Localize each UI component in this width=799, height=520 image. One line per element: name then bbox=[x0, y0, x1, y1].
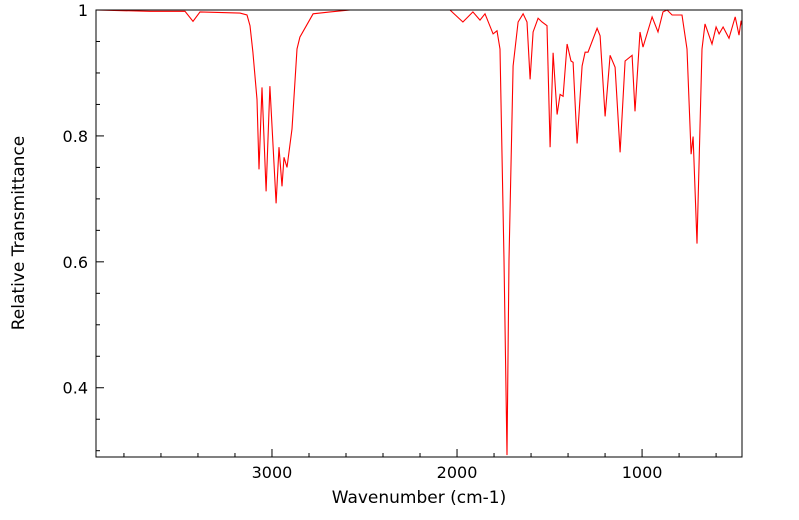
plot-frame bbox=[95, 9, 743, 458]
spectrum-line bbox=[95, 9, 743, 456]
y-tick-label: 0.4 bbox=[63, 379, 88, 398]
axis-tick-labels: 3000 2000 1000 1 0.8 0.6 0.4 bbox=[63, 1, 663, 482]
x-axis-label: Wavenumber (cm-1) bbox=[332, 488, 507, 508]
y-axis-label: Relative Transmittance bbox=[9, 136, 29, 331]
x-tick-label: 1000 bbox=[622, 463, 663, 482]
x-tick-label: 3000 bbox=[252, 463, 293, 482]
y-tick-label: 0.8 bbox=[63, 127, 88, 146]
y-tick-label: 1 bbox=[78, 1, 88, 20]
y-tick-label: 0.6 bbox=[63, 253, 88, 272]
axis-ticks bbox=[96, 9, 717, 457]
x-tick-label: 2000 bbox=[437, 463, 478, 482]
